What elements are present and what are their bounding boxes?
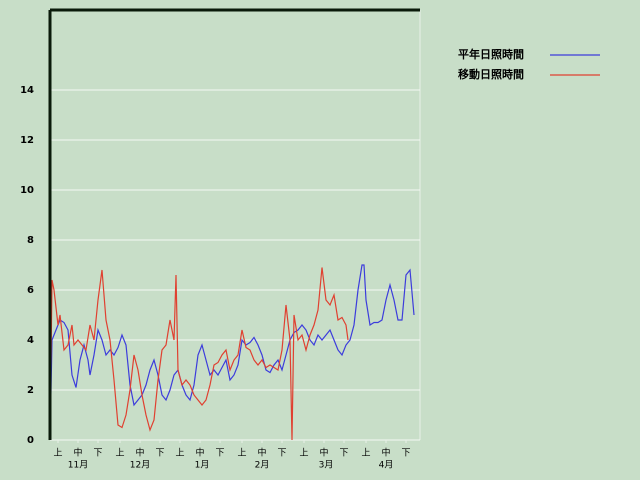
y-tick-label: 10 [20, 185, 34, 196]
x-tick-label: 上 [53, 448, 62, 459]
y-tick-label: 12 [20, 135, 34, 146]
y-tick-label: 2 [27, 385, 34, 396]
month-label: 3月 [319, 460, 334, 471]
x-tick-label: 下 [339, 449, 348, 459]
y-tick-label: 14 [20, 85, 34, 96]
x-tick-label: 下 [93, 449, 102, 459]
series-line [49, 264, 415, 441]
x-tick-label: 下 [277, 449, 286, 459]
x-tick-label: 上 [361, 448, 370, 459]
y-tick-label: 4 [27, 335, 34, 346]
x-tick-label: 中 [195, 447, 204, 459]
x-tick-label: 下 [401, 449, 410, 459]
x-tick-label: 上 [299, 448, 308, 459]
x-tick-label: 上 [175, 448, 184, 459]
x-tick-label: 中 [381, 447, 390, 459]
y-tick-label: 8 [27, 235, 34, 246]
x-tick-label: 中 [135, 447, 144, 459]
month-label: 1月 [195, 460, 210, 471]
month-label: 2月 [255, 460, 270, 471]
x-tick-label: 下 [215, 449, 224, 459]
x-tick-label: 中 [319, 447, 328, 459]
month-label: 12月 [130, 460, 150, 471]
x-tick-label: 中 [257, 447, 266, 459]
month-label: 4月 [379, 460, 394, 471]
legend-label: 移動日照時間 [458, 67, 524, 81]
legend-label: 平年日照時間 [458, 47, 524, 61]
x-tick-label: 上 [237, 448, 246, 459]
series-line [49, 267, 349, 441]
month-label: 11月 [68, 460, 88, 471]
x-tick-label: 上 [115, 448, 124, 459]
y-tick-label: 0 [27, 435, 34, 446]
x-tick-label: 中 [73, 447, 82, 459]
y-tick-label: 6 [27, 285, 34, 296]
x-tick-label: 下 [155, 449, 164, 459]
